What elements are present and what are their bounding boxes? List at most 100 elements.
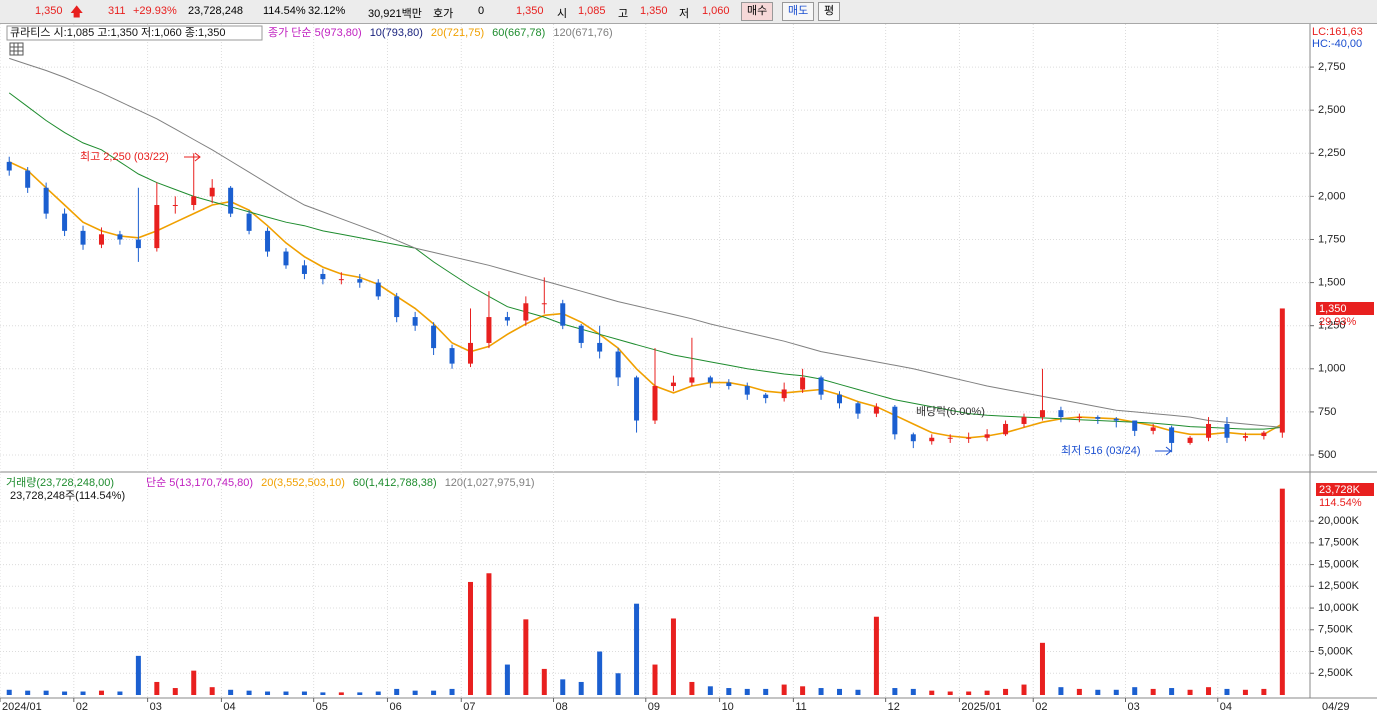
x-tick-label: 08: [556, 701, 568, 713]
high: 1,350: [640, 5, 668, 17]
volume-bar: [652, 664, 658, 695]
volume-bar: [431, 690, 437, 695]
legend-entry: 단순 5(13,170,745,80): [146, 476, 253, 489]
volume-bar: [228, 689, 234, 695]
volume-bar: [984, 690, 990, 695]
volume-bar: [1279, 488, 1285, 695]
volume-bar: [1113, 689, 1119, 695]
legend-entry: 120(1,027,975,91): [445, 477, 535, 489]
legend-entry: 10(793,80): [370, 27, 423, 39]
marks: [6, 57, 1285, 695]
candle-body: [855, 403, 861, 414]
candle-body: [504, 317, 510, 321]
volume-bar: [578, 681, 584, 695]
dividend-annotation: 배당락(0.00%): [916, 405, 985, 418]
volume-bar: [283, 691, 289, 695]
volume-bar: [929, 690, 935, 695]
candle-body: [1003, 423, 1009, 435]
volume-bar: [1132, 687, 1138, 695]
x-tick-label: 2024/01: [2, 701, 42, 713]
candle-body: [338, 279, 344, 281]
candle-body: [375, 282, 381, 297]
candle-body: [265, 230, 271, 252]
candle-body: [689, 377, 695, 383]
volume-bar: [892, 688, 898, 695]
y-tick-label: 750: [1318, 406, 1336, 418]
y-tick-label: 2,750: [1318, 61, 1346, 73]
x-tick-label: 06: [389, 701, 401, 713]
candle-body: [947, 437, 953, 439]
candle-body: [1095, 417, 1101, 419]
candle-body: [1261, 432, 1267, 437]
volume-bar: [394, 688, 400, 695]
volume-bar: [1076, 688, 1082, 695]
volume-bar: [1039, 642, 1045, 695]
volume-bar: [25, 690, 31, 695]
x-tick-label: 04: [223, 701, 235, 713]
volume-bar: [910, 688, 916, 695]
candle-body: [1113, 418, 1119, 421]
low-arrow: [1155, 446, 1172, 456]
y-tick-label: 17,500K: [1318, 537, 1360, 549]
grid-icon[interactable]: [9, 42, 24, 56]
volume-bar: [781, 684, 787, 695]
ma-line: [8, 161, 1283, 439]
candle-body: [43, 187, 49, 214]
candle-body: [541, 303, 547, 305]
volume-badge: [1316, 483, 1374, 496]
volume-bar: [375, 691, 381, 695]
candle-body: [117, 234, 123, 240]
y-tick-label: 2,250: [1318, 147, 1346, 159]
eval-button[interactable]: 평: [818, 2, 841, 21]
volume-bar: [43, 690, 49, 695]
sell-button[interactable]: 매도: [782, 2, 815, 21]
volume-bar: [117, 691, 123, 695]
candle-body: [634, 377, 640, 421]
candle-body: [394, 296, 400, 318]
candle-body: [62, 213, 68, 231]
x-tick-label: 04: [1220, 701, 1232, 713]
candle-body: [1132, 420, 1138, 431]
volume-bar: [670, 618, 676, 695]
candle-body: [6, 161, 12, 171]
candle-body: [578, 325, 584, 343]
volume-bar: [449, 688, 455, 695]
volume-bar: [172, 688, 178, 695]
candle-body: [1169, 427, 1175, 443]
candle-body: [191, 196, 197, 205]
volume-bar: [209, 687, 215, 695]
y-tick-label: 12,500K: [1318, 580, 1360, 592]
high-annotation: 최고 2,250 (03/22): [80, 150, 169, 163]
lc-note: LC:161,63: [1312, 26, 1363, 38]
volume-bar: [338, 692, 344, 695]
volume-subtitle: 23,728,248주(114.54%): [10, 490, 125, 502]
buy-button[interactable]: 매수: [741, 2, 774, 21]
y-tick-label: 10,000K: [1318, 602, 1360, 614]
y-tick-label: 20,000K: [1318, 515, 1360, 527]
volume-bar: [357, 692, 363, 695]
toolbar: 1,350 🡅 311 +29.93% 23,728,248 114.54% 3…: [0, 0, 1377, 24]
ma-line: [9, 57, 1283, 428]
high-label: 고: [618, 8, 629, 20]
volume-badge-change: 114.54%: [1319, 497, 1362, 509]
volume-bar: [744, 688, 750, 695]
volume-bar: [1150, 688, 1156, 695]
turnover: 32.12%: [308, 5, 346, 17]
y-tick-label: 15,000K: [1318, 558, 1360, 570]
background: [0, 24, 1377, 718]
volume-bar: [135, 655, 141, 695]
candle-body: [929, 437, 935, 442]
volume-bar: [560, 679, 566, 695]
volume-bar: [62, 691, 68, 695]
volume-bar: [707, 686, 713, 695]
candle-body: [615, 351, 621, 378]
candle-body: [984, 434, 990, 438]
y-tick-label: 2,500: [1318, 104, 1346, 116]
volume-rate: 114.54%: [263, 5, 306, 17]
volume-bar: [1058, 687, 1064, 695]
volume-title: 거래량(23,728,248,00): [6, 476, 114, 489]
hc-note: HC:-40,00: [1312, 38, 1362, 50]
volume-bar: [800, 686, 806, 695]
legend-entry: 20(3,552,503,10): [261, 477, 345, 489]
